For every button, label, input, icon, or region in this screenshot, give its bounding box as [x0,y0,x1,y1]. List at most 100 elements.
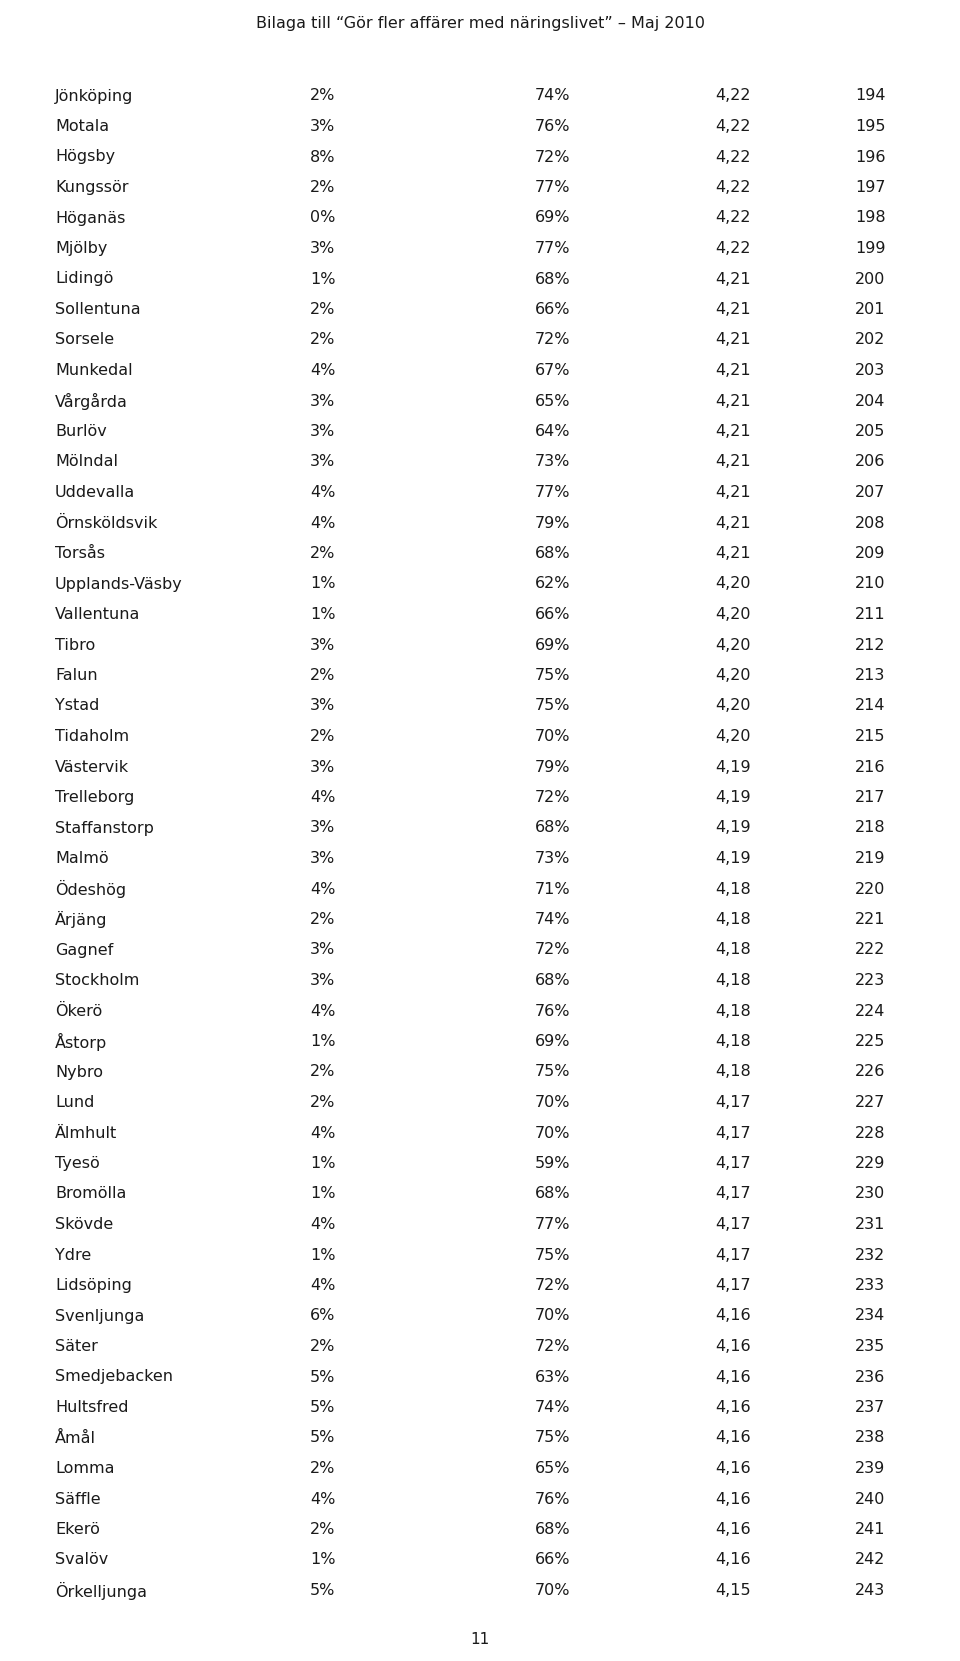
Text: 70%: 70% [535,1126,570,1141]
Text: 70%: 70% [535,729,570,744]
Text: 215: 215 [855,729,885,744]
Text: 62%: 62% [535,576,570,591]
Text: 225: 225 [855,1035,885,1050]
Text: Mölndal: Mölndal [55,455,118,470]
Text: Lund: Lund [55,1095,94,1110]
Text: 212: 212 [855,638,885,653]
Text: 220: 220 [855,882,885,897]
Text: Älmhult: Älmhult [55,1126,117,1141]
Text: 1%: 1% [310,606,335,621]
Text: 4,15: 4,15 [715,1583,751,1598]
Text: 228: 228 [855,1126,885,1141]
Text: 205: 205 [855,424,885,439]
Text: 4,16: 4,16 [715,1400,751,1415]
Text: Vårgårda: Vårgårda [55,392,128,410]
Text: 69%: 69% [535,638,570,653]
Text: Ydre: Ydre [55,1247,91,1262]
Text: 1%: 1% [310,1553,335,1568]
Text: 4,22: 4,22 [715,120,751,135]
Text: 77%: 77% [535,485,570,500]
Text: 4,21: 4,21 [715,455,751,470]
Text: 72%: 72% [535,942,570,957]
Text: Lidingö: Lidingö [55,271,113,286]
Text: 2%: 2% [310,332,335,347]
Text: 2%: 2% [310,88,335,103]
Text: 4,17: 4,17 [715,1095,751,1110]
Text: 200: 200 [855,271,885,286]
Text: 195: 195 [855,120,885,135]
Text: 3%: 3% [310,241,335,256]
Text: 3%: 3% [310,821,335,835]
Text: Burlöv: Burlöv [55,424,107,439]
Text: Mjölby: Mjölby [55,241,108,256]
Text: 66%: 66% [535,302,570,317]
Text: 3%: 3% [310,973,335,988]
Text: 2%: 2% [310,1462,335,1477]
Text: 199: 199 [855,241,885,256]
Text: 64%: 64% [535,424,570,439]
Text: 70%: 70% [535,1095,570,1110]
Text: 4,18: 4,18 [715,973,751,988]
Text: 217: 217 [855,791,885,806]
Text: 243: 243 [855,1583,885,1598]
Text: 3%: 3% [310,455,335,470]
Text: 72%: 72% [535,149,570,164]
Text: 4,21: 4,21 [715,271,751,286]
Text: 4,22: 4,22 [715,88,751,103]
Text: Stockholm: Stockholm [55,973,139,988]
Text: 68%: 68% [535,1186,570,1201]
Text: Sollentuna: Sollentuna [55,302,140,317]
Text: 229: 229 [855,1156,885,1171]
Text: 236: 236 [855,1370,885,1385]
Text: 66%: 66% [535,1553,570,1568]
Text: 0%: 0% [310,211,335,226]
Text: 67%: 67% [535,364,570,379]
Text: 4,16: 4,16 [715,1521,751,1536]
Text: 11: 11 [470,1631,490,1646]
Text: Vallentuna: Vallentuna [55,606,140,621]
Text: 65%: 65% [535,1462,570,1477]
Text: 4,16: 4,16 [715,1553,751,1568]
Text: 1%: 1% [310,576,335,591]
Text: 4%: 4% [310,364,335,379]
Text: Västervik: Västervik [55,759,130,774]
Text: 224: 224 [855,1003,885,1018]
Text: 4%: 4% [310,1003,335,1018]
Text: 68%: 68% [535,1521,570,1536]
Text: Bilaga till “Gör fler affärer med näringslivet” – Maj 2010: Bilaga till “Gör fler affärer med näring… [255,17,705,32]
Text: 4,18: 4,18 [715,942,751,957]
Text: 218: 218 [855,821,886,835]
Text: 2%: 2% [310,1065,335,1080]
Text: 4,18: 4,18 [715,1065,751,1080]
Text: 69%: 69% [535,211,570,226]
Text: Staffanstorp: Staffanstorp [55,821,154,835]
Text: Tibro: Tibro [55,638,95,653]
Text: 213: 213 [855,668,885,683]
Text: 66%: 66% [535,606,570,621]
Text: 207: 207 [855,485,885,500]
Text: 4,16: 4,16 [715,1309,751,1324]
Text: 1%: 1% [310,1156,335,1171]
Text: 208: 208 [855,515,885,530]
Text: 4,18: 4,18 [715,1003,751,1018]
Text: Örnsköldsvik: Örnsköldsvik [55,515,157,530]
Text: 230: 230 [855,1186,885,1201]
Text: 4,18: 4,18 [715,882,751,897]
Text: 4%: 4% [310,791,335,806]
Text: 3%: 3% [310,759,335,774]
Text: 202: 202 [855,332,885,347]
Text: 70%: 70% [535,1583,570,1598]
Text: 74%: 74% [535,912,570,927]
Text: 4,16: 4,16 [715,1339,751,1354]
Text: Åmål: Åmål [55,1430,96,1445]
Text: 226: 226 [855,1065,885,1080]
Text: 201: 201 [855,302,885,317]
Text: Kungssör: Kungssör [55,179,129,194]
Text: 77%: 77% [535,241,570,256]
Text: 4,17: 4,17 [715,1277,751,1292]
Text: Falun: Falun [55,668,98,683]
Text: 75%: 75% [535,1247,570,1262]
Text: 242: 242 [855,1553,885,1568]
Text: 68%: 68% [535,973,570,988]
Text: 4,17: 4,17 [715,1218,751,1232]
